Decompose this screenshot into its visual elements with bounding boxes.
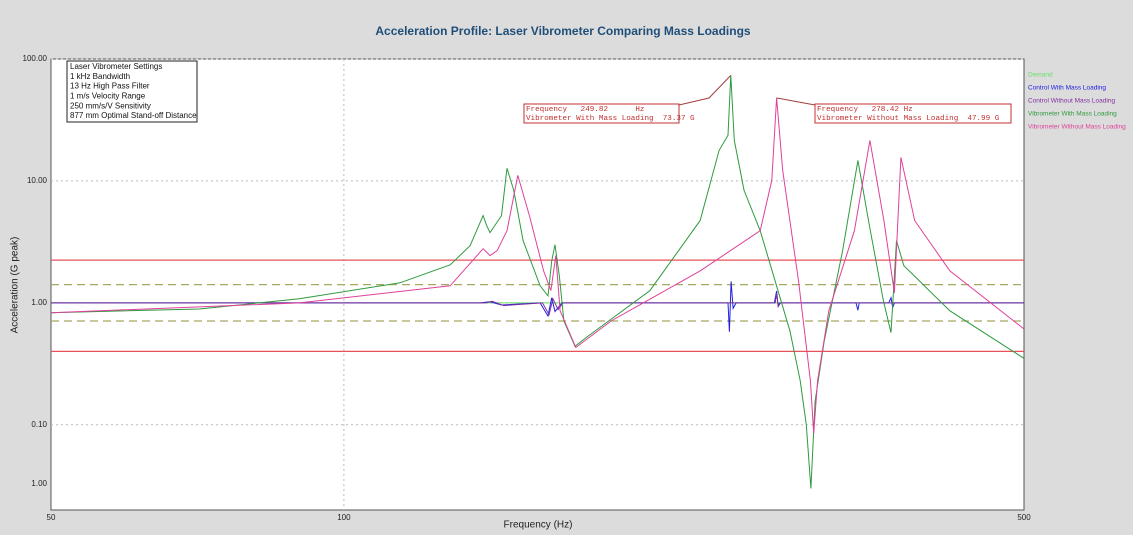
legend-entry: Control With Mass Loading (1028, 85, 1106, 92)
callout-text: Frequency 249.82 Hz (526, 106, 644, 114)
series-line (50, 97, 1025, 434)
callout-leader (678, 75, 732, 106)
settings-line: Laser Vibrometer Settings (70, 62, 162, 71)
y-tick-label: 1.00 (31, 479, 47, 488)
y-tick-label: 1.00 (31, 298, 47, 307)
y-tick-label: 0.10 (31, 420, 47, 429)
x-tick-label: 100 (337, 513, 351, 522)
callout-text: Vibrometer With Mass Loading 73.37 G (526, 115, 695, 123)
x-tick-label: 50 (47, 513, 56, 522)
series-line (51, 293, 1024, 317)
settings-box (66, 60, 198, 123)
callout-box (523, 103, 680, 124)
settings-line: 877 mm Optimal Stand-off Distance (70, 111, 197, 120)
callout-text: Vibrometer Without Mass Loading 47.99 G (817, 115, 1000, 123)
legend-entry: Vibrometer With Mass Loading (1028, 111, 1117, 118)
chart-title: Acceleration Profile: Laser Vibrometer C… (375, 24, 751, 38)
settings-line: 1 kHz Bandwidth (70, 72, 130, 81)
callout-leader (776, 97, 816, 106)
legend-entry: Demand (1028, 72, 1053, 79)
y-axis-label: Acceleration (G peak) (10, 237, 21, 334)
callout-text: Frequency 278.42 Hz (817, 106, 913, 114)
series-line (50, 75, 1025, 489)
settings-line: 13 Hz High Pass Filter (70, 82, 150, 91)
y-tick-label: 100.00 (23, 54, 48, 63)
legend-entry: Control Without Mass Loading (1028, 98, 1115, 105)
settings-line: 250 mm/s/V Sensitivity (70, 101, 151, 110)
x-tick-label: 500 (1017, 513, 1031, 522)
y-tick-label: 10.00 (27, 176, 48, 185)
settings-line: 1 m/s Velocity Range (70, 92, 146, 101)
legend-entry: Vibrometer Without Mass Loading (1028, 124, 1126, 131)
x-axis-label: Frequency (Hz) (504, 520, 573, 531)
callout-box (814, 103, 1012, 124)
